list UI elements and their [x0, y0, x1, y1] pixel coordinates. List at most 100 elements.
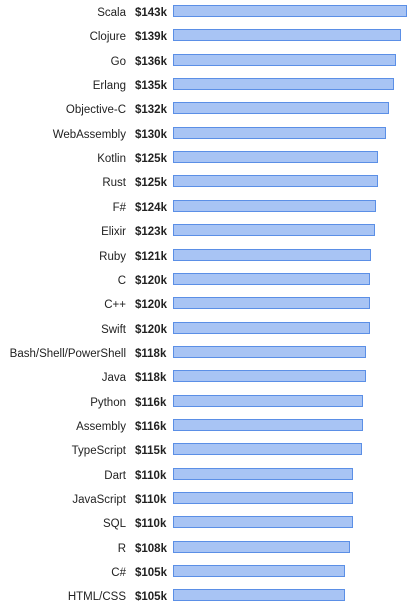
bar-row: F# $124k — [0, 199, 419, 223]
bar-row: Swift $120k — [0, 321, 419, 345]
value-label: $143k — [135, 7, 167, 19]
category-label: Bash/Shell/PowerShell — [9, 347, 126, 360]
bar — [173, 78, 395, 91]
category-label: Scala — [97, 7, 126, 19]
bar-row: Assembly $116k — [0, 418, 419, 442]
bar — [173, 443, 362, 456]
value-label: $116k — [135, 420, 167, 433]
bar — [173, 467, 354, 480]
bar-row: Elixir $123k — [0, 223, 419, 247]
value-label: $110k — [135, 469, 167, 482]
bar — [173, 151, 378, 164]
category-label: Dart — [104, 469, 126, 482]
bar-row: Erlang $135k — [0, 77, 419, 101]
category-label: F# — [112, 201, 126, 214]
value-label: $118k — [135, 347, 167, 360]
category-label: Kotlin — [97, 153, 126, 166]
bar-row: Go $136k — [0, 53, 419, 77]
bar-row: TypeScript $115k — [0, 442, 419, 466]
bar — [173, 565, 346, 578]
value-label: $105k — [135, 567, 167, 580]
bar — [173, 321, 370, 334]
bar-row: Scala $143k — [0, 4, 419, 28]
category-label: Elixir — [101, 226, 126, 239]
value-label: $120k — [135, 323, 167, 336]
bar — [173, 418, 364, 431]
bar — [173, 492, 354, 504]
value-label: $125k — [135, 177, 167, 190]
category-label: Objective-C — [65, 104, 126, 117]
bar — [173, 175, 378, 188]
category-label: Java — [101, 372, 126, 385]
value-label: $136k — [135, 55, 167, 68]
bar — [173, 5, 407, 17]
value-label: $108k — [135, 542, 167, 555]
bar-row: SQL $110k — [0, 515, 419, 539]
value-label: $110k — [135, 518, 167, 531]
category-label: Clojure — [89, 31, 126, 44]
category-label: Swift — [101, 323, 126, 336]
category-label: C — [117, 274, 126, 287]
bar-row: HTML/CSS $105k — [0, 588, 419, 612]
bar-row: Rust $125k — [0, 174, 419, 198]
category-label: Erlang — [92, 80, 126, 93]
bar — [173, 540, 351, 553]
value-label: $139k — [135, 31, 167, 44]
value-label: $125k — [135, 153, 167, 166]
value-label: $116k — [135, 396, 167, 409]
category-label: JavaScript — [72, 494, 126, 506]
value-label: $121k — [135, 250, 167, 263]
value-label: $135k — [135, 80, 167, 93]
bar-row: Bash/Shell/PowerShell $118k — [0, 345, 419, 369]
bar-row: R $108k — [0, 540, 419, 564]
bar-row: C# $105k — [0, 564, 419, 588]
category-label: WebAssembly — [52, 128, 126, 141]
bar — [173, 224, 375, 237]
bar — [173, 394, 364, 407]
category-label: TypeScript — [71, 445, 126, 458]
category-label: Go — [110, 55, 126, 68]
bar — [173, 102, 390, 115]
value-label: $130k — [135, 128, 167, 141]
category-label: SQL — [102, 518, 126, 531]
bar-row: Java $118k — [0, 369, 419, 393]
category-label: Ruby — [99, 250, 126, 263]
value-label: $105k — [135, 591, 167, 604]
category-label: C++ — [104, 299, 126, 312]
value-label: $120k — [135, 299, 167, 312]
category-label: C# — [111, 567, 126, 580]
bar — [173, 53, 396, 66]
category-label: Assembly — [76, 420, 126, 433]
value-label: $124k — [135, 201, 167, 214]
bar — [173, 248, 372, 261]
bar-row: Dart $110k — [0, 467, 419, 491]
bar-row: Python $116k — [0, 394, 419, 418]
bar-row: WebAssembly $130k — [0, 126, 419, 150]
value-label: $118k — [135, 372, 167, 385]
bar — [173, 297, 370, 310]
bar — [173, 199, 377, 212]
category-label: R — [117, 542, 126, 555]
bar-row: Kotlin $125k — [0, 150, 419, 174]
bar — [173, 516, 354, 529]
value-label: $132k — [135, 104, 167, 117]
bar — [173, 345, 367, 358]
value-label: $115k — [135, 445, 167, 458]
bar-row: Ruby $121k — [0, 248, 419, 272]
category-label: Rust — [102, 177, 126, 190]
bar — [173, 272, 370, 285]
bar-row: Objective-C $132k — [0, 101, 419, 125]
bar-row: C++ $120k — [0, 296, 419, 320]
value-label: $110k — [135, 494, 167, 506]
bar-row: Clojure $139k — [0, 28, 419, 52]
bar — [173, 126, 386, 139]
value-label: $123k — [135, 226, 167, 239]
category-label: Python — [90, 396, 126, 409]
bar — [173, 370, 367, 383]
value-label: $120k — [135, 274, 167, 287]
bar-row: C $120k — [0, 272, 419, 296]
bar-row: JavaScript $110k — [0, 491, 419, 515]
category-label: HTML/CSS — [67, 591, 126, 604]
bar — [173, 29, 401, 42]
